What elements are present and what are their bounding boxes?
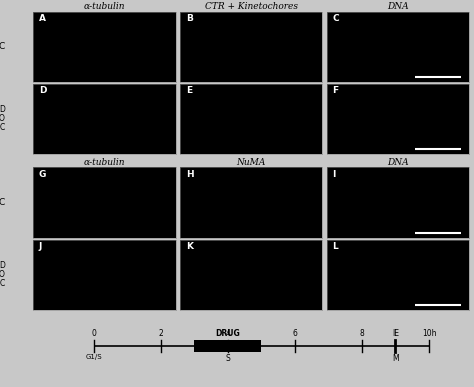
Text: F: F bbox=[332, 86, 338, 95]
Text: G: G bbox=[39, 170, 46, 178]
Title: DNA: DNA bbox=[387, 158, 409, 167]
Title: NuMA: NuMA bbox=[237, 158, 266, 167]
Text: D
O
C: D O C bbox=[0, 105, 5, 132]
Title: α-tubulin: α-tubulin bbox=[84, 158, 125, 167]
Text: C: C bbox=[0, 42, 5, 51]
Text: K: K bbox=[186, 242, 192, 251]
Bar bbox=[194, 340, 261, 352]
Text: M: M bbox=[392, 354, 399, 363]
Text: 10h: 10h bbox=[422, 329, 436, 337]
Text: L: L bbox=[332, 242, 338, 251]
Text: 6: 6 bbox=[292, 329, 297, 337]
Text: D: D bbox=[39, 86, 46, 95]
Text: DRUG: DRUG bbox=[215, 329, 240, 337]
Text: J: J bbox=[39, 242, 42, 251]
Text: G1/S: G1/S bbox=[85, 354, 102, 360]
Text: I: I bbox=[332, 170, 336, 178]
Text: D
O
C: D O C bbox=[0, 261, 5, 288]
Text: 4: 4 bbox=[225, 329, 230, 337]
Text: A: A bbox=[39, 14, 46, 23]
Text: B: B bbox=[186, 14, 192, 23]
Text: E: E bbox=[186, 86, 192, 95]
Text: C: C bbox=[332, 14, 339, 23]
Text: 2: 2 bbox=[158, 329, 163, 337]
Text: IE: IE bbox=[392, 329, 399, 337]
Title: DNA: DNA bbox=[387, 2, 409, 11]
Text: 0: 0 bbox=[91, 329, 96, 337]
Title: α-tubulin: α-tubulin bbox=[84, 2, 125, 11]
Text: C: C bbox=[0, 198, 5, 207]
Title: CTR + Kinetochores: CTR + Kinetochores bbox=[205, 2, 298, 11]
Text: H: H bbox=[186, 170, 193, 178]
Text: S: S bbox=[225, 354, 230, 363]
Text: 8: 8 bbox=[360, 329, 365, 337]
